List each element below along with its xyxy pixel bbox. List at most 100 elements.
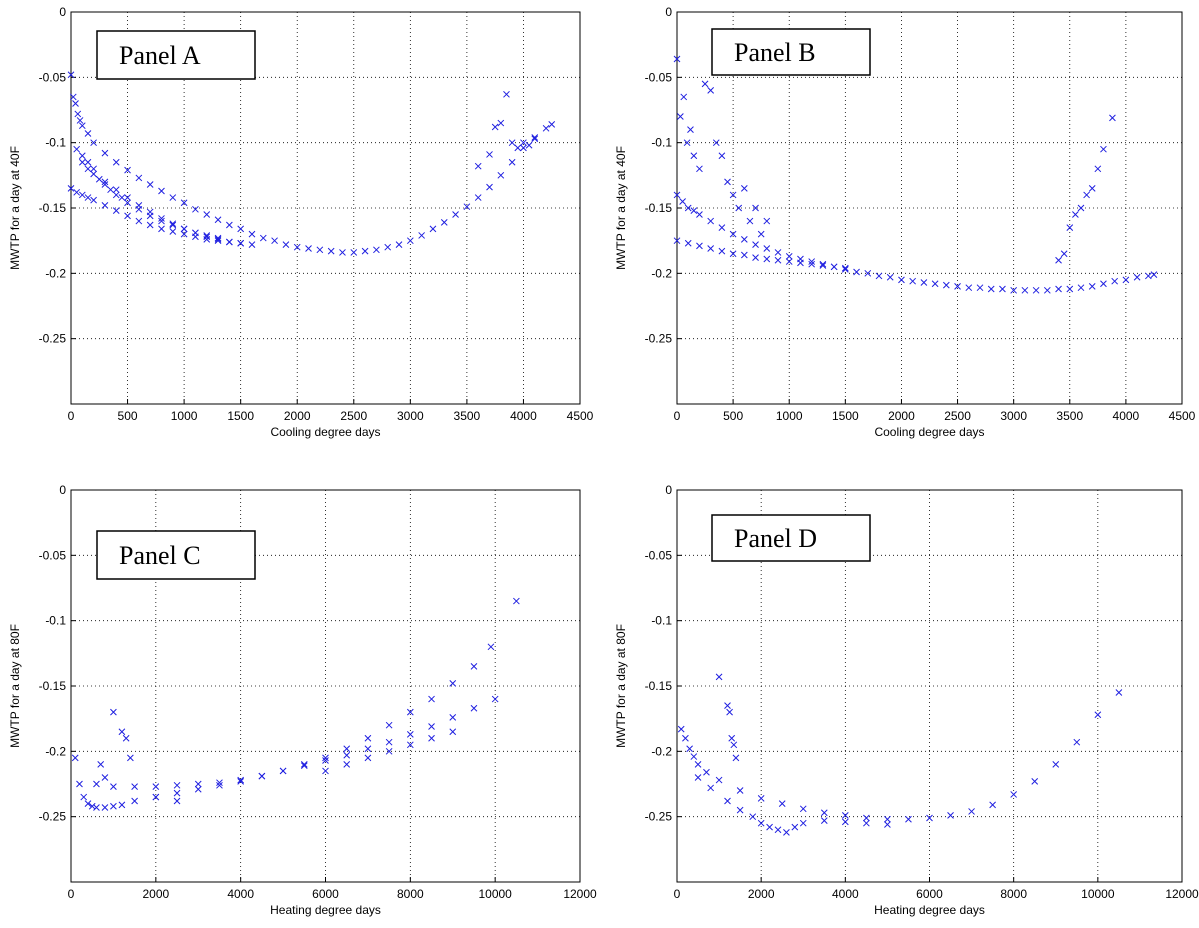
y-tick-label: -0.15 (39, 679, 67, 693)
scatter-point (673, 55, 681, 63)
scatter-point (1031, 778, 1039, 785)
y-tick-label: -0.05 (645, 70, 673, 84)
x-tick-label: 500 (118, 409, 138, 423)
x-tick-label: 8000 (397, 887, 424, 901)
scatter-point (131, 797, 138, 805)
y-tick-label: -0.05 (39, 548, 67, 562)
scatter-point (797, 259, 804, 267)
chart-panel-3: 0 2000 4000 6000 8000 10000 12000 0 -0.05 -0.1 -0.… (8, 483, 597, 917)
scatter-point (799, 819, 807, 827)
scatter-point (279, 767, 287, 775)
scatter-point (1066, 224, 1074, 231)
scatter-point (316, 246, 324, 254)
scatter-point (418, 232, 425, 239)
x-tick-label: 10000 (1081, 887, 1115, 901)
scatter-point (694, 761, 702, 768)
scatter-point (101, 202, 109, 209)
y-tick-label: -0.25 (645, 810, 673, 824)
scatter-point (1083, 191, 1090, 199)
x-tick-label: 3500 (1056, 409, 1083, 423)
scatter-point (470, 663, 478, 670)
scatter-point (730, 741, 738, 749)
scatter-point (343, 761, 351, 768)
scatter-point (749, 813, 757, 821)
scatter-point (707, 784, 715, 792)
scatter-point (216, 779, 223, 787)
scatter-point (395, 241, 403, 248)
scatter-point (135, 205, 143, 213)
scatter-point (968, 808, 975, 815)
scatter-point (520, 139, 527, 147)
scatter-point (78, 158, 86, 166)
scatter-point (173, 789, 181, 797)
scatter-point (124, 212, 131, 220)
scatter-point (707, 87, 715, 94)
scatter-point (1043, 286, 1051, 294)
scatter-point (73, 188, 81, 196)
scatter-point (449, 680, 457, 687)
scatter-point (497, 119, 505, 127)
scatter-point (763, 255, 771, 263)
x-tick-label: 1500 (832, 409, 859, 423)
scatter-point (905, 815, 912, 823)
scatter-point (88, 802, 96, 810)
scatter-point (508, 158, 516, 166)
scatter-point (90, 170, 97, 178)
scatter-point (300, 762, 308, 770)
scatter-point (69, 93, 77, 101)
scatter-point (531, 135, 539, 143)
scatter-point (192, 205, 199, 213)
scatter-point (757, 230, 765, 238)
scatter-point (1072, 211, 1079, 218)
scatter-point (947, 812, 954, 819)
scatter-point (677, 113, 684, 120)
scatter-point (763, 245, 771, 252)
scatter-point (258, 772, 266, 780)
scatter-point (237, 776, 245, 784)
y-tick-label: -0.1 (651, 136, 672, 150)
scatter-point (531, 134, 539, 141)
scatter-point (783, 828, 790, 836)
scatter-point (989, 801, 996, 809)
scatter-point (707, 245, 715, 252)
scatter-point (146, 212, 154, 220)
scatter-point (76, 117, 84, 124)
scatter-point (976, 284, 984, 292)
x-tick-label: 500 (723, 409, 743, 423)
scatter-point (112, 191, 120, 199)
scatter-point (158, 215, 165, 222)
scatter-point (84, 158, 92, 166)
panel-label-box (711, 28, 871, 76)
x-tick-label: 4500 (1169, 409, 1196, 423)
scatter-point (67, 185, 75, 192)
scatter-point (864, 269, 872, 277)
scatter-point (305, 245, 312, 252)
scatter-point (93, 804, 100, 811)
scatter-point (684, 239, 692, 247)
scatter-point (158, 225, 165, 233)
scatter-point (74, 110, 82, 118)
scatter-point (736, 787, 744, 794)
scatter-point (327, 247, 335, 255)
scatter-point (248, 241, 256, 248)
scatter-point (1115, 689, 1123, 696)
x-tick-label: 2500 (944, 409, 971, 423)
scatter-point (690, 753, 698, 760)
scatter-point (135, 217, 143, 225)
scatter-point (1077, 204, 1085, 212)
scatter-point (101, 774, 109, 781)
scatter-point (707, 217, 715, 225)
scatter-point (350, 249, 358, 256)
y-tick-label: 0 (665, 483, 672, 497)
scatter-point (67, 71, 75, 79)
scatter-point (449, 714, 457, 721)
y-tick-label: 0 (59, 5, 66, 19)
scatter-point (84, 194, 92, 201)
scatter-point (1060, 250, 1068, 258)
x-tick-label: 4000 (510, 409, 537, 423)
scatter-point (78, 191, 86, 199)
scatter-point (965, 284, 973, 292)
scatter-points (71, 597, 520, 811)
y-tick-label: -0.05 (645, 548, 673, 562)
scatter-point (785, 252, 793, 260)
